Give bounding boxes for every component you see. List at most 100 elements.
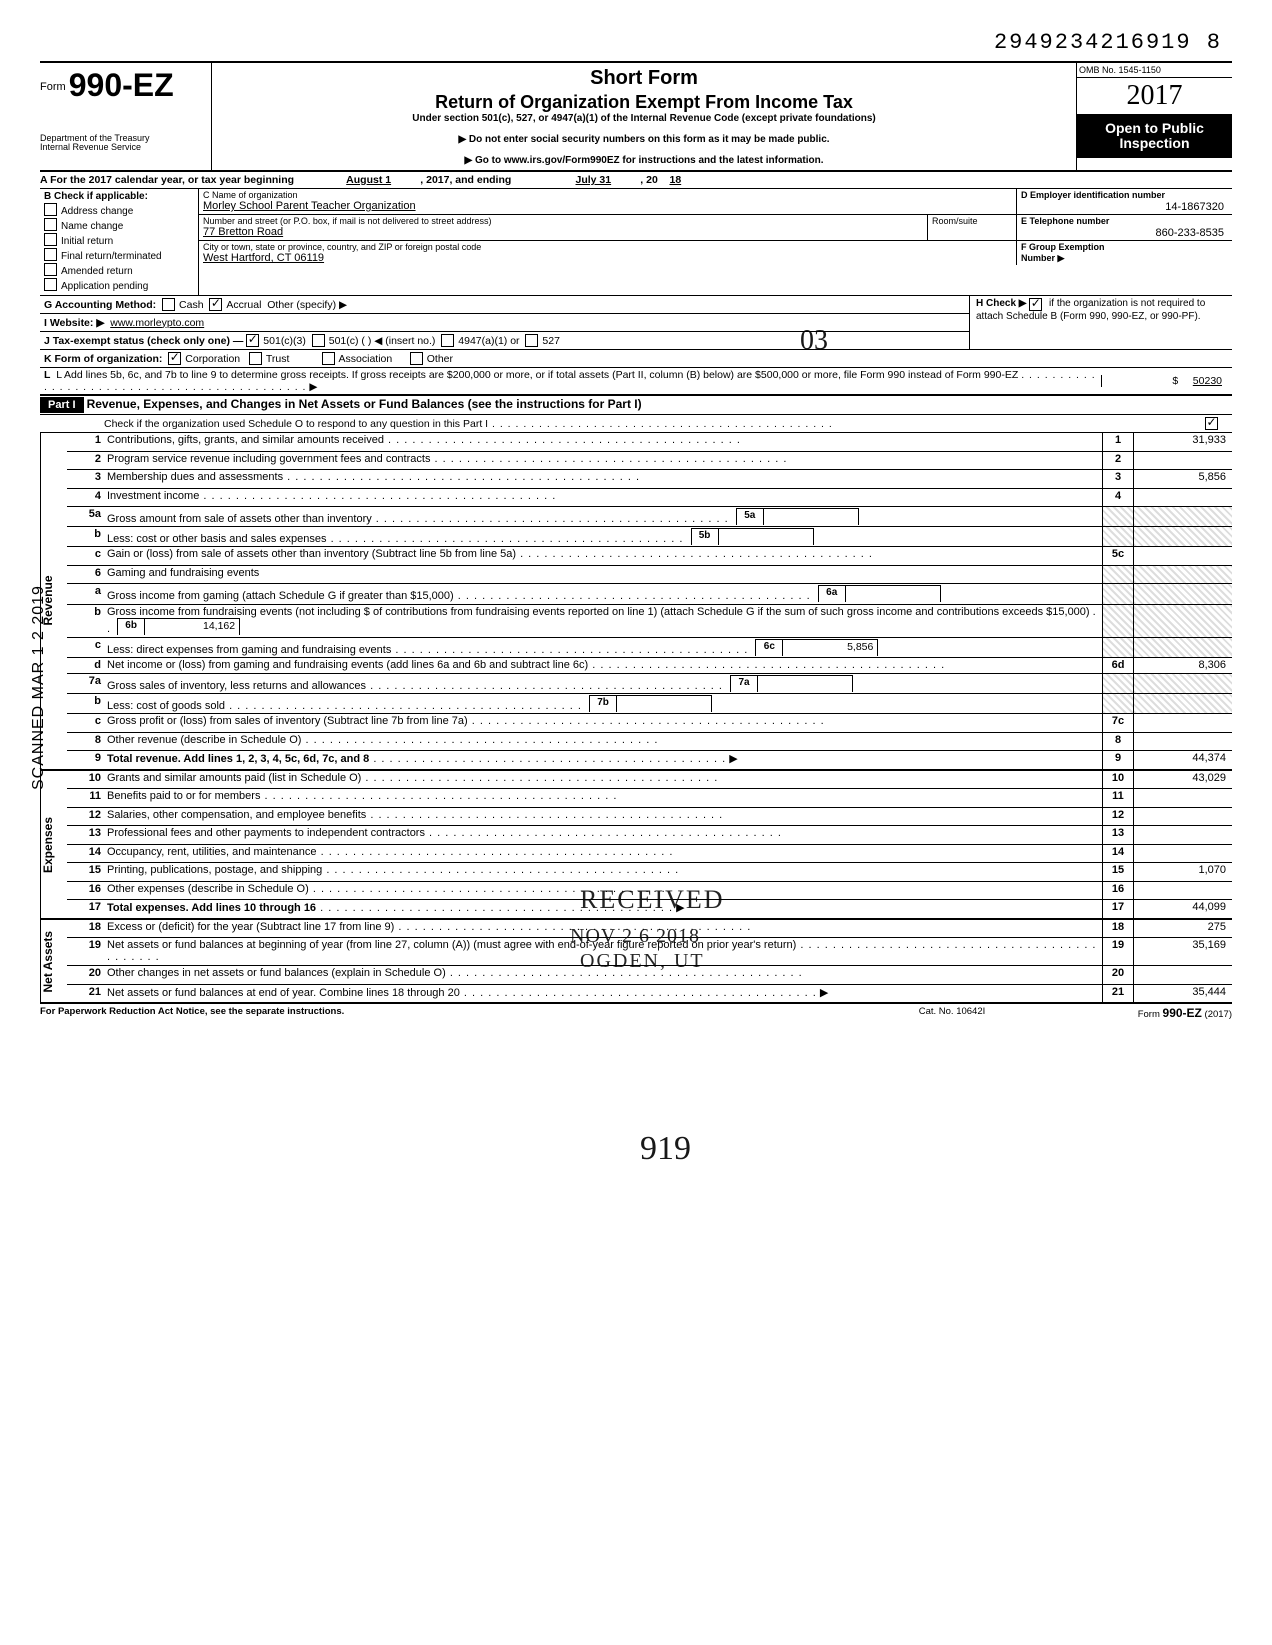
chk-initial-return[interactable] xyxy=(44,233,57,246)
line17-text: Total expenses. Add lines 10 through 16 xyxy=(107,902,316,914)
line6c-sn: 6c xyxy=(756,640,783,656)
j-501c: 501(c) ( ) ◀ (insert no.) xyxy=(329,335,436,347)
line11-num: 11 xyxy=(1102,789,1134,807)
org-address: 77 Bretton Road xyxy=(203,226,923,238)
form-prefix: Form xyxy=(40,81,66,93)
side-netassets: Net Assets xyxy=(40,920,67,1003)
chk-other-org[interactable] xyxy=(410,352,423,365)
j-527: 527 xyxy=(542,335,560,347)
f-label: F Group Exemption xyxy=(1021,242,1105,252)
chk-corp[interactable] xyxy=(168,352,181,365)
chk-final-return[interactable] xyxy=(44,248,57,261)
chk-amended[interactable] xyxy=(44,263,57,276)
chk-trust[interactable] xyxy=(249,352,262,365)
footer: For Paperwork Reduction Act Notice, see … xyxy=(40,1004,1232,1020)
form-header: Form 990-EZ Department of the Treasury I… xyxy=(40,61,1232,172)
b-item-5: Application pending xyxy=(61,281,148,292)
line6a-sv xyxy=(846,586,940,602)
line5b-text: Less: cost or other basis and sales expe… xyxy=(107,533,327,545)
row-a: A For the 2017 calendar year, or tax yea… xyxy=(40,172,1232,189)
open-public-1: Open to Public xyxy=(1079,121,1230,136)
k-corp: Corporation xyxy=(185,353,240,365)
l-text: L Add lines 5b, 6c, and 7b to line 9 to … xyxy=(56,369,1018,381)
netassets-section: Net Assets 18Excess or (deficit) for the… xyxy=(40,920,1232,1005)
line14-amt xyxy=(1134,845,1232,863)
chk-4947[interactable] xyxy=(441,334,454,347)
line6a-sn: 6a xyxy=(819,586,846,602)
chk-assoc[interactable] xyxy=(322,352,335,365)
line7b-text: Less: cost of goods sold xyxy=(107,700,225,712)
chk-app-pending[interactable] xyxy=(44,278,57,291)
line18-num: 18 xyxy=(1102,920,1134,938)
chk-501c[interactable] xyxy=(312,334,325,347)
line6-text: Gaming and fundraising events xyxy=(107,567,259,579)
line6d-amt: 8,306 xyxy=(1134,658,1232,673)
org-name: Morley School Parent Teacher Organizatio… xyxy=(203,200,1012,212)
document-number: 2949234216919 8 xyxy=(40,30,1232,55)
line16-text: Other expenses (describe in Schedule O) xyxy=(107,883,309,895)
line6d-num: 6d xyxy=(1102,658,1134,673)
line3-amt: 5,856 xyxy=(1134,470,1232,488)
line4-num: 4 xyxy=(1102,489,1134,507)
line6a-text: Gross income from gaming (attach Schedul… xyxy=(107,590,454,602)
line15-num: 15 xyxy=(1102,863,1134,881)
line11-amt xyxy=(1134,789,1232,807)
line6b-sv: 14,162 xyxy=(145,619,239,635)
dept-line2: Internal Revenue Service xyxy=(40,143,205,152)
line2-num: 2 xyxy=(1102,452,1134,470)
telephone: 860-233-8535 xyxy=(1017,227,1232,240)
line7c-text: Gross profit or (loss) from sales of inv… xyxy=(107,715,468,727)
line8-num: 8 xyxy=(1102,733,1134,751)
chk-part1-schedO[interactable] xyxy=(1205,417,1218,430)
line6b-sn: 6b xyxy=(118,619,145,635)
line6c-text: Less: direct expenses from gaming and fu… xyxy=(107,644,391,656)
footer-cat: Cat. No. 10642I xyxy=(852,1006,1052,1020)
chk-address-change[interactable] xyxy=(44,203,57,216)
line9-num: 9 xyxy=(1102,751,1134,769)
line5a-text: Gross amount from sale of assets other t… xyxy=(107,513,372,525)
b-item-0: Address change xyxy=(61,206,133,217)
line20-text: Other changes in net assets or fund bala… xyxy=(107,967,446,979)
chk-h[interactable] xyxy=(1029,298,1042,311)
line5b-sn: 5b xyxy=(692,529,719,545)
k-assoc: Association xyxy=(339,353,393,365)
part1-check-text: Check if the organization used Schedule … xyxy=(104,418,488,430)
line1-num: 1 xyxy=(1102,433,1134,451)
line16-amt xyxy=(1134,882,1232,900)
f-label2: Number ▶ xyxy=(1017,253,1232,265)
line12-text: Salaries, other compensation, and employ… xyxy=(107,809,366,821)
chk-name-change[interactable] xyxy=(44,218,57,231)
line8-text: Other revenue (describe in Schedule O) xyxy=(107,734,301,746)
line5c-amt xyxy=(1134,547,1232,565)
chk-accrual[interactable] xyxy=(209,298,222,311)
b-item-1: Name change xyxy=(61,221,123,232)
g-label: G Accounting Method: xyxy=(44,299,156,311)
b-item-2: Initial return xyxy=(61,236,113,247)
chk-cash[interactable] xyxy=(162,298,175,311)
tax-year: 2017 xyxy=(1077,78,1232,115)
line17-amt: 44,099 xyxy=(1134,900,1232,918)
chk-527[interactable] xyxy=(525,334,538,347)
row-a-begin: August 1 xyxy=(346,174,391,186)
line20-num: 20 xyxy=(1102,966,1134,984)
row-a-20: , 20 xyxy=(640,174,658,186)
expenses-section: Expenses 10Grants and similar amounts pa… xyxy=(40,771,1232,920)
c-city-label: City or town, state or province, country… xyxy=(203,242,1012,252)
line14-text: Occupancy, rent, utilities, and maintena… xyxy=(107,846,317,858)
chk-501c3[interactable] xyxy=(246,334,259,347)
j-label: J Tax-exempt status (check only one) — xyxy=(44,335,243,347)
j-501c3: 501(c)(3) xyxy=(263,335,306,347)
line8-amt xyxy=(1134,733,1232,751)
line5a-sv xyxy=(764,509,858,525)
line9-text: Total revenue. Add lines 1, 2, 3, 4, 5c,… xyxy=(107,753,369,765)
e-label: E Telephone number xyxy=(1017,215,1232,227)
open-public-2: Inspection xyxy=(1079,136,1230,151)
part1-label: Part I xyxy=(40,397,84,413)
note-ssn: ▶ Do not enter social security numbers o… xyxy=(218,134,1070,145)
line5a-sn: 5a xyxy=(737,509,764,525)
line15-text: Printing, publications, postage, and shi… xyxy=(107,864,322,876)
k-other: Other xyxy=(427,353,453,365)
line1-amt: 31,933 xyxy=(1134,433,1232,451)
handwritten-03: 03 xyxy=(800,325,828,357)
line15-amt: 1,070 xyxy=(1134,863,1232,881)
